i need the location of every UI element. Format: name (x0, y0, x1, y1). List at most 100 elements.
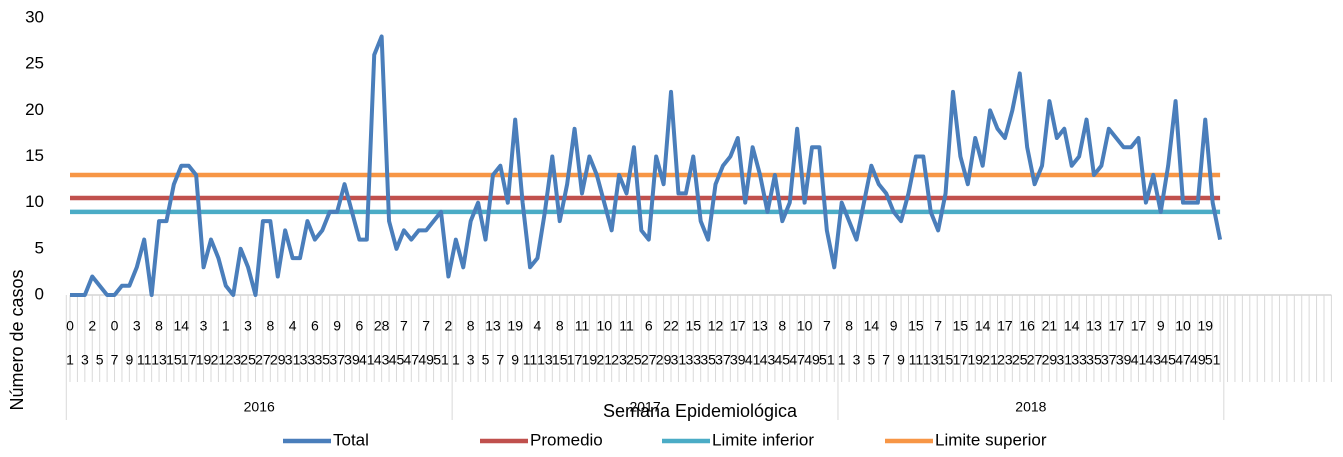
value-label: 19 (507, 318, 523, 334)
x-tick-label: 25 (240, 352, 256, 368)
x-tick-label: 41 (1131, 352, 1147, 368)
legend-label: Total (333, 430, 369, 449)
x-tick-label: 29 (1042, 352, 1058, 368)
value-label: 14 (975, 318, 991, 334)
x-tick-label: 39 (344, 352, 360, 368)
x-tick-label: 41 (359, 352, 375, 368)
value-label: 2 (88, 318, 96, 334)
x-tick-label: 23 (611, 352, 627, 368)
x-tick-label: 19 (967, 352, 983, 368)
value-label: 28 (374, 318, 390, 334)
x-tick-label: 35 (1086, 352, 1102, 368)
value-label: 8 (467, 318, 475, 334)
value-label: 3 (244, 318, 252, 334)
x-tick-label: 27 (1027, 352, 1043, 368)
value-label: 15 (953, 318, 969, 334)
value-label: 7 (422, 318, 430, 334)
x-tick-label: 45 (1160, 352, 1176, 368)
x-tick-label: 37 (1101, 352, 1117, 368)
value-label: 13 (1086, 318, 1102, 334)
x-tick-label: 27 (255, 352, 271, 368)
x-tick-label: 9 (125, 352, 133, 368)
x-tick-label: 45 (775, 352, 791, 368)
value-label: 3 (133, 318, 141, 334)
x-tick-label: 15 (552, 352, 568, 368)
value-label: 8 (155, 318, 163, 334)
value-label: 21 (1042, 318, 1058, 334)
x-tick-label: 33 (300, 352, 316, 368)
value-label: 7 (400, 318, 408, 334)
x-tick-label: 21 (982, 352, 998, 368)
value-label: 8 (845, 318, 853, 334)
value-label: 15 (685, 318, 701, 334)
value-label: 14 (174, 318, 190, 334)
value-label: 11 (619, 318, 634, 334)
x-tick-label: 27 (641, 352, 657, 368)
x-tick-label: 29 (656, 352, 672, 368)
y-tick-label: 30 (25, 7, 44, 26)
x-tick-label: 3 (853, 352, 861, 368)
value-label: 13 (752, 318, 768, 334)
group-label: 2017 (629, 399, 660, 415)
x-tick-label: 19 (582, 352, 598, 368)
value-label: 14 (864, 318, 880, 334)
x-tick-label: 5 (482, 352, 490, 368)
group-label: 2018 (1015, 399, 1046, 415)
y-tick-label: 25 (25, 54, 44, 73)
x-tick-label: 1 (452, 352, 460, 368)
x-tick-label: 7 (882, 352, 890, 368)
x-tick-label: 11 (137, 352, 152, 368)
x-tick-label: 23 (997, 352, 1013, 368)
value-label: 22 (663, 318, 679, 334)
x-tick-label: 49 (804, 352, 820, 368)
x-tick-label: 11 (523, 352, 538, 368)
x-tick-label: 21 (596, 352, 612, 368)
x-tick-label: 49 (1190, 352, 1206, 368)
x-tick-label: 15 (166, 352, 182, 368)
y-tick-label: 20 (25, 100, 44, 119)
x-tick-label: 39 (730, 352, 746, 368)
value-label: 11 (575, 318, 590, 334)
x-tick-label: 13 (923, 352, 939, 368)
value-label: 13 (485, 318, 501, 334)
value-label: 12 (708, 318, 724, 334)
x-tick-label: 39 (1116, 352, 1132, 368)
x-tick-label: 17 (953, 352, 969, 368)
value-label: 1 (222, 318, 230, 334)
x-tick-label: 5 (867, 352, 875, 368)
value-label: 9 (1157, 318, 1165, 334)
x-tick-label: 43 (760, 352, 776, 368)
series-line (70, 34, 1223, 297)
x-tick-label: 45 (389, 352, 405, 368)
value-label: 16 (1019, 318, 1035, 334)
x-tick-label: 21 (211, 352, 227, 368)
x-tick-label: 47 (404, 352, 420, 368)
x-tick-label: 9 (897, 352, 905, 368)
value-label: 2 (445, 318, 453, 334)
x-tick-label: 13 (151, 352, 167, 368)
value-label: 10 (1175, 318, 1191, 334)
x-tick-label: 33 (1071, 352, 1087, 368)
x-tick-label: 3 (467, 352, 475, 368)
x-tick-label: 31 (671, 352, 687, 368)
y-tick-label: 5 (35, 238, 44, 257)
value-label: 17 (1131, 318, 1147, 334)
x-tick-label: 3 (81, 352, 89, 368)
value-label: 15 (908, 318, 924, 334)
x-tick-label: 29 (270, 352, 286, 368)
x-tick-label: 25 (1012, 352, 1028, 368)
x-tick-label: 47 (1175, 352, 1191, 368)
x-tick-label: 1 (66, 352, 74, 368)
x-tick-label: 49 (418, 352, 434, 368)
x-tick-label: 7 (111, 352, 119, 368)
value-label: 14 (1064, 318, 1080, 334)
value-label: 4 (289, 318, 297, 334)
legend-label: Promedio (530, 430, 603, 449)
value-label: 17 (997, 318, 1013, 334)
value-label: 9 (333, 318, 341, 334)
x-tick-label: 9 (511, 352, 519, 368)
y-tick-label: 10 (25, 192, 44, 211)
x-tick-label: 17 (567, 352, 583, 368)
value-label: 3 (200, 318, 208, 334)
